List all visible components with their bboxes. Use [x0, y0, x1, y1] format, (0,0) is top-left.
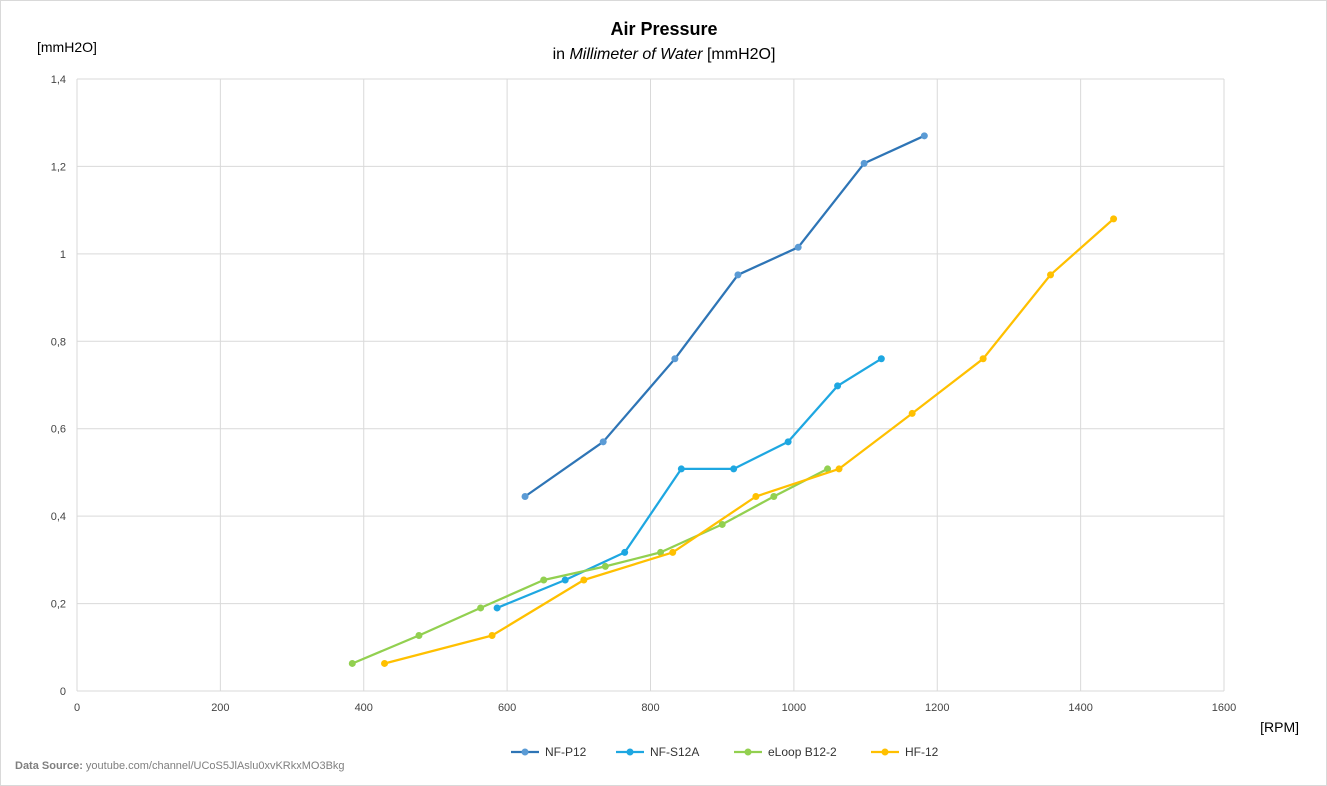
series-eloop-b12-2 [348, 465, 832, 667]
y-axis-label: [mmH2O] [37, 39, 97, 55]
data-point [718, 520, 726, 528]
data-point [671, 355, 679, 363]
data-point [835, 465, 843, 473]
x-tick-label: 1400 [1068, 702, 1092, 714]
legend-label: NF-P12 [545, 745, 587, 759]
series-nf-s12a [493, 355, 885, 612]
data-point [834, 382, 842, 390]
legend-label: NF-S12A [650, 745, 699, 759]
series-line [495, 357, 883, 610]
data-point [860, 159, 868, 167]
legend-marker [744, 748, 752, 756]
x-tick-label: 0 [74, 702, 80, 714]
y-tick-label: 0,6 [51, 424, 66, 436]
y-tick-label: 0,4 [51, 511, 66, 523]
legend-label: HF-12 [905, 745, 939, 759]
data-point [599, 438, 607, 446]
data-point [540, 576, 548, 584]
y-tick-label: 0,8 [51, 336, 66, 348]
subtitle-prefix: in [553, 46, 570, 63]
y-tick-label: 0 [60, 686, 66, 698]
series-layer [348, 132, 1118, 667]
legend: NF-P12 NF-S12A eLoop B12-2 HF-12 [511, 745, 939, 759]
y-tick-label: 1,4 [51, 74, 66, 86]
x-tick-label: 1200 [925, 702, 949, 714]
y-tick-label: 1,2 [51, 161, 66, 173]
data-point [477, 604, 485, 612]
x-axis-label: [RPM] [1260, 719, 1299, 735]
data-point [1110, 215, 1118, 223]
legend-entry: HF-12 [871, 745, 939, 759]
legend-marker [881, 748, 889, 756]
series-line [523, 134, 926, 498]
data-point [669, 548, 677, 556]
data-point [561, 576, 569, 584]
data-source: Data Source: youtube.com/channel/UCoS5Jl… [15, 760, 345, 772]
data-point [752, 492, 760, 500]
series-hf-12 [381, 215, 1118, 667]
data-point [784, 438, 792, 446]
data-point [657, 548, 665, 556]
data-point [770, 492, 778, 500]
data-point [488, 631, 496, 639]
x-tick-label: 1000 [782, 702, 806, 714]
data-point [493, 604, 501, 612]
data-point [677, 465, 685, 473]
chart-subtitle: in Millimeter of Water [mmH2O] [553, 46, 776, 63]
series-nf-p12 [521, 132, 928, 500]
data-point [877, 355, 885, 363]
legend-entry: eLoop B12-2 [734, 745, 837, 759]
x-tick-label: 800 [641, 702, 659, 714]
series-line [383, 217, 1115, 665]
data-point [621, 548, 629, 556]
x-tick-label: 400 [355, 702, 373, 714]
data-point [794, 243, 802, 251]
legend-label: eLoop B12-2 [768, 745, 837, 759]
legend-entry: NF-S12A [616, 745, 699, 759]
subtitle-suffix: [mmH2O] [703, 46, 776, 63]
axes: 0 0,2 0,4 0,6 0,8 1 1,2 1,4 0 200 400 600 800 1000 120… [51, 74, 1237, 714]
data-point [979, 355, 987, 363]
data-point [381, 659, 389, 667]
data-point [734, 271, 742, 279]
x-tick-label: 600 [498, 702, 516, 714]
y-tick-label: 0,2 [51, 599, 66, 611]
chart-title: Air Pressure [610, 19, 717, 39]
x-tick-label: 1600 [1212, 702, 1236, 714]
grid [76, 78, 1225, 692]
data-source-text: youtube.com/channel/UCoS5JlAslu0xvKRkxMO… [83, 760, 345, 772]
subtitle-italic: Millimeter of Water [569, 46, 703, 63]
data-point [1047, 271, 1055, 279]
x-tick-label: 200 [211, 702, 229, 714]
data-point [601, 562, 609, 570]
y-tick-label: 1 [60, 249, 66, 261]
legend-marker [521, 748, 529, 756]
legend-entry: NF-P12 [511, 745, 587, 759]
data-point [824, 465, 832, 473]
data-point [580, 576, 588, 584]
data-point [521, 492, 529, 500]
data-point [348, 659, 356, 667]
data-point [415, 631, 423, 639]
data-point [920, 132, 928, 140]
data-point [730, 465, 738, 473]
data-point [908, 409, 916, 417]
data-source-label: Data Source: [15, 760, 83, 772]
legend-marker [626, 748, 634, 756]
